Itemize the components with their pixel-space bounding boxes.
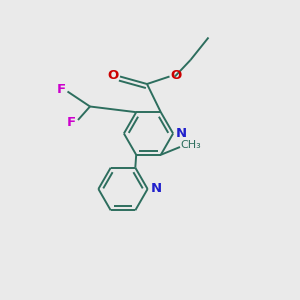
Text: N: N <box>150 182 162 196</box>
Text: F: F <box>56 83 65 96</box>
Text: N: N <box>176 127 187 140</box>
Text: O: O <box>170 69 182 82</box>
Text: CH₃: CH₃ <box>180 140 201 151</box>
Text: F: F <box>67 116 76 129</box>
Text: O: O <box>108 69 119 82</box>
